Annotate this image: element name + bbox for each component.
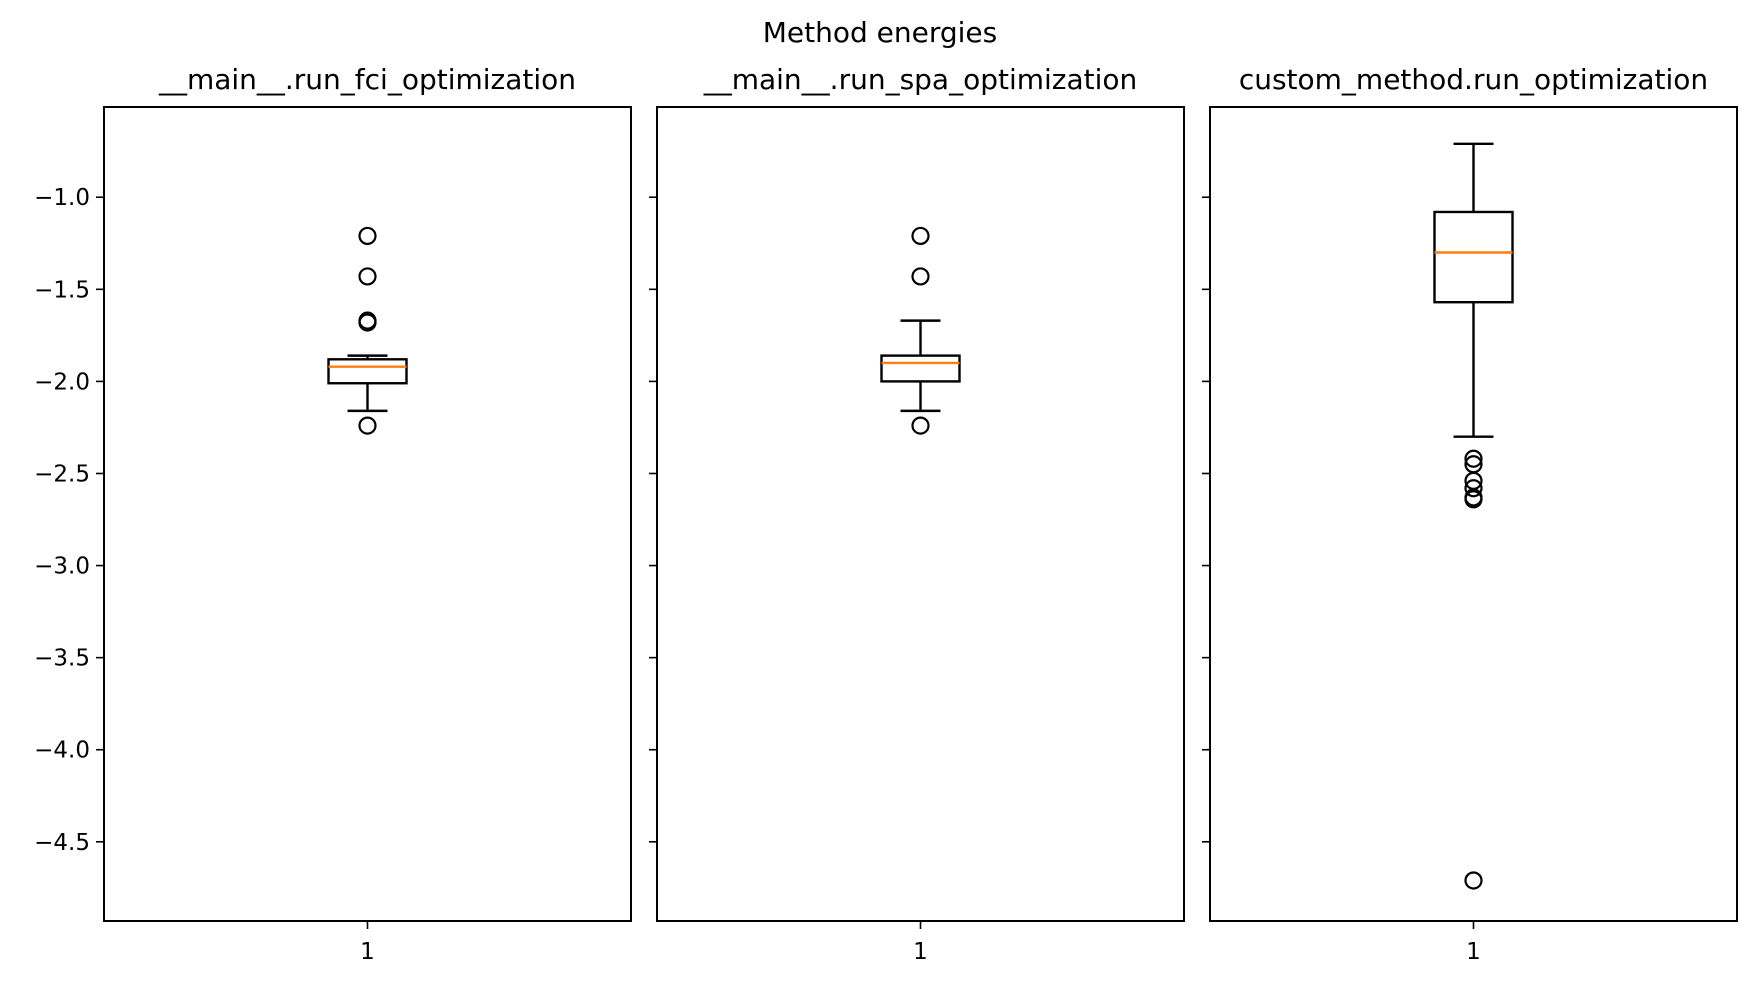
y-tick-label: −1.0 xyxy=(34,185,90,211)
figure-title: Method energies xyxy=(763,16,998,49)
y-tick-label: −3.0 xyxy=(34,554,90,580)
flier xyxy=(911,226,930,246)
flier xyxy=(911,267,930,286)
flier xyxy=(1464,871,1483,890)
y-tick-label: −3.5 xyxy=(34,646,90,672)
axes-frame xyxy=(656,106,1185,922)
flier xyxy=(358,226,377,246)
axes-frame xyxy=(1209,106,1738,922)
panel-3: custom_method.run_optimization 1 xyxy=(1202,63,1738,965)
flier xyxy=(358,267,377,286)
flier xyxy=(358,313,377,332)
panel-title: __main__.run_fci_optimization xyxy=(158,63,576,96)
x-tick-label: 1 xyxy=(360,939,375,965)
box xyxy=(880,354,961,383)
panel-title: custom_method.run_optimization xyxy=(1239,63,1708,96)
flier xyxy=(358,416,377,435)
panel-1: __main__.run_fci_optimization −1.0 −1.5 −2.… xyxy=(34,63,632,965)
flier xyxy=(1464,479,1483,498)
flier xyxy=(911,416,930,435)
panel-title: __main__.run_spa_optimization xyxy=(703,63,1138,96)
panel-2: __main__.run_spa_optimization 1 xyxy=(649,63,1185,965)
box xyxy=(1433,210,1514,304)
box xyxy=(327,358,408,385)
y-tick-label: −1.5 xyxy=(34,277,90,303)
y-tick-label: −2.0 xyxy=(34,369,90,395)
y-tick-label: −4.0 xyxy=(34,738,90,764)
flier xyxy=(1464,490,1483,509)
x-tick-label: 1 xyxy=(1466,939,1481,965)
y-tick-label: −4.5 xyxy=(34,830,90,856)
panels: __main__.run_fci_optimization −1.0 −1.5 −2.… xyxy=(34,63,1738,965)
axes-frame xyxy=(103,106,632,922)
x-tick-label: 1 xyxy=(913,939,928,965)
flier xyxy=(1464,449,1483,468)
y-tick-label: −2.5 xyxy=(34,461,90,487)
